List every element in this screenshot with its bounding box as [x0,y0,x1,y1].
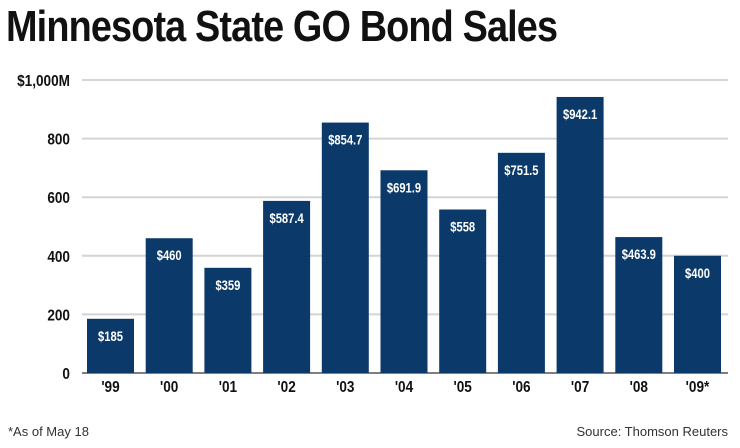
x-tick-label: '07 [571,379,589,396]
y-tick-label: 600 [47,190,70,207]
x-tick-label: '02 [277,379,295,396]
x-tick-label: '09* [686,379,710,396]
data-label: $691.9 [387,180,421,195]
bar [87,318,134,373]
bar [204,267,252,373]
bar [439,209,487,373]
bar [380,170,428,373]
x-tick-label: '03 [336,379,354,396]
x-tick-label: '00 [160,379,178,396]
data-label: $463.9 [622,247,656,262]
bar [615,237,663,373]
data-label: $854.7 [328,132,362,147]
data-label: $359 [215,278,240,293]
bar [497,152,545,373]
bar [263,200,311,373]
data-label: $400 [685,266,710,281]
y-tick-label: 200 [47,307,70,324]
bar [321,122,369,373]
x-tick-label: '08 [630,379,648,396]
x-tick-label: '01 [219,379,237,396]
y-tick-label: 400 [47,249,70,266]
x-tick-label: '05 [454,379,472,396]
footnote: *As of May 18 [8,424,89,439]
bar [674,255,721,373]
bar [556,96,604,374]
data-label: $185 [98,329,123,344]
y-tick-label: 800 [47,132,70,149]
x-tick-label: '04 [395,379,414,396]
y-tick-label: 0 [62,366,70,383]
data-label: $558 [450,219,475,234]
chart-title: Minnesota State GO Bond Sales [6,2,558,51]
y-tick-label: $1,000M [17,73,70,90]
x-tick-label: '06 [512,379,530,396]
x-tick-label: '99 [101,379,119,396]
data-label: $460 [157,248,182,263]
bar [145,238,193,373]
data-label: $942.1 [563,107,597,122]
data-label: $587.4 [269,211,303,226]
data-label: $751.5 [504,163,538,178]
source-note: Source: Thomson Reuters [576,424,729,439]
